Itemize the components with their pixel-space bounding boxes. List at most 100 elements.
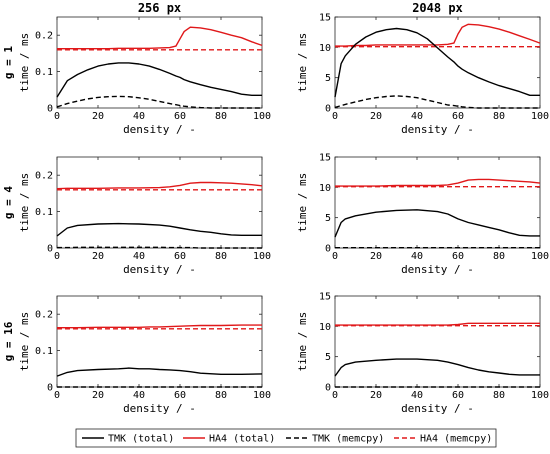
y-tick-label: 5	[325, 352, 331, 363]
x-tick-label: 100	[531, 111, 549, 122]
y-axis-label: time / ms	[296, 33, 309, 93]
x-axis-label: density / -	[401, 402, 474, 415]
panel-r1c0: 0 20 40 60 80 100 0 0.1 0.2 density / - time / ms	[18, 156, 271, 276]
series-line-ha4-total	[335, 23, 541, 47]
series-line-ha4-total	[57, 26, 263, 50]
panel-r1c1: 0 20 40 60 80 100 0 5 10 15 density / - time / ms	[296, 153, 549, 277]
legend-label: TMK (memcpy)	[312, 434, 384, 445]
x-tick-label: 60	[452, 390, 464, 401]
y-tick-label: 0	[47, 383, 53, 394]
row-label: g = 16	[2, 321, 15, 361]
x-tick-label: 40	[411, 251, 423, 262]
y-tick-label: 10	[319, 43, 331, 54]
row-label: g = 1	[2, 46, 15, 79]
series-line-tmk-total	[334, 209, 540, 238]
series-line-tmk-memcpy	[334, 95, 540, 109]
x-tick-label: 40	[411, 111, 423, 122]
legend: TMK (total) HA4 (total) TMK (memcpy) HA4 (m…	[75, 428, 497, 448]
x-tick-label: 80	[493, 390, 505, 401]
series-line-ha4-total	[335, 178, 541, 187]
series-line-tmk-memcpy	[57, 246, 262, 249]
x-axis-label: density / -	[123, 123, 196, 136]
y-tick-label: 0	[47, 244, 53, 255]
x-tick-label: 100	[253, 251, 271, 262]
x-tick-label: 0	[332, 111, 338, 122]
x-tick-label: 60	[452, 251, 464, 262]
panel-r2c1: 0 20 40 60 80 100 0 5 10 15 density / - time / ms	[296, 292, 549, 416]
x-tick-label: 80	[493, 251, 505, 262]
y-axis-label: time / ms	[296, 173, 309, 233]
x-tick-label: 20	[92, 251, 104, 262]
x-tick-label: 40	[133, 390, 145, 401]
series-line-ha4-total	[335, 322, 540, 326]
y-tick-label: 0.2	[35, 310, 53, 321]
column-title: 2048 px	[412, 1, 463, 15]
row-label: g = 4	[2, 186, 15, 219]
y-tick-label: 0	[325, 244, 331, 255]
x-tick-label: 20	[370, 251, 382, 262]
x-tick-label: 80	[215, 111, 227, 122]
x-tick-label: 100	[253, 111, 271, 122]
y-axis-label: time / ms	[296, 312, 309, 372]
y-tick-label: 0.1	[35, 207, 53, 218]
legend-label: HA4 (memcpy)	[420, 434, 492, 445]
series-line-ha4-total	[56, 181, 263, 190]
series-line-ha4-total	[57, 324, 262, 329]
axes-box	[56, 156, 263, 249]
panel-r0c1: 0 20 40 60 80 100 0 5 10 15 density / - time / ms	[296, 13, 549, 137]
x-tick-label: 20	[370, 390, 382, 401]
x-axis-label: density / -	[123, 402, 196, 415]
series-line-tmk-total	[56, 222, 262, 237]
x-axis-label: density / -	[123, 263, 196, 276]
x-tick-label: 100	[531, 390, 549, 401]
x-tick-label: 80	[215, 390, 227, 401]
x-tick-label: 80	[493, 111, 505, 122]
axes-box	[56, 295, 263, 388]
y-tick-label: 15	[319, 292, 331, 303]
x-tick-label: 60	[174, 111, 186, 122]
y-axis-label: time / ms	[18, 33, 31, 93]
y-tick-label: 5	[325, 213, 331, 224]
x-tick-label: 20	[92, 111, 104, 122]
y-tick-label: 5	[325, 73, 331, 84]
legend-label: HA4 (total)	[209, 434, 275, 445]
y-tick-label: 0.1	[35, 346, 53, 357]
y-tick-label: 0.2	[35, 31, 53, 42]
x-axis-label: density / -	[401, 123, 474, 136]
x-tick-label: 100	[531, 251, 549, 262]
x-axis-label: density / -	[401, 263, 474, 276]
series-line-tmk-total	[334, 27, 540, 98]
x-tick-label: 0	[332, 390, 338, 401]
axes-box	[334, 156, 541, 249]
x-tick-label: 100	[253, 390, 271, 401]
x-tick-label: 40	[133, 111, 145, 122]
x-tick-label: 0	[54, 251, 60, 262]
y-tick-label: 0.2	[35, 171, 53, 182]
x-tick-label: 40	[133, 251, 145, 262]
titles-layer: 256 px 2048 px g = 1 g = 4 g = 16	[2, 1, 463, 361]
series-line-tmk-total	[56, 62, 262, 98]
x-tick-label: 20	[370, 111, 382, 122]
y-tick-label: 15	[319, 13, 331, 24]
y-tick-label: 10	[319, 322, 331, 333]
x-tick-label: 0	[54, 111, 60, 122]
y-tick-label: 0.1	[35, 67, 53, 78]
y-tick-label: 0	[47, 104, 53, 115]
x-tick-label: 60	[174, 251, 186, 262]
x-tick-label: 60	[452, 111, 464, 122]
series-line-tmk-total	[56, 367, 263, 377]
y-tick-label: 0	[325, 383, 331, 394]
panel-r2c0: 0 20 40 60 80 100 0 0.1 0.2 density / - time / ms	[18, 295, 271, 415]
axes-box	[56, 16, 263, 109]
y-axis-label: time / ms	[18, 312, 31, 372]
legend-label: TMK (total)	[108, 434, 174, 445]
x-tick-label: 60	[174, 390, 186, 401]
y-axis-label: time / ms	[18, 173, 31, 233]
x-tick-label: 40	[411, 390, 423, 401]
x-tick-label: 20	[92, 390, 104, 401]
series-line-tmk-memcpy	[56, 95, 262, 109]
column-title: 256 px	[138, 1, 181, 15]
axes-box	[334, 16, 541, 109]
y-tick-label: 10	[319, 183, 331, 194]
